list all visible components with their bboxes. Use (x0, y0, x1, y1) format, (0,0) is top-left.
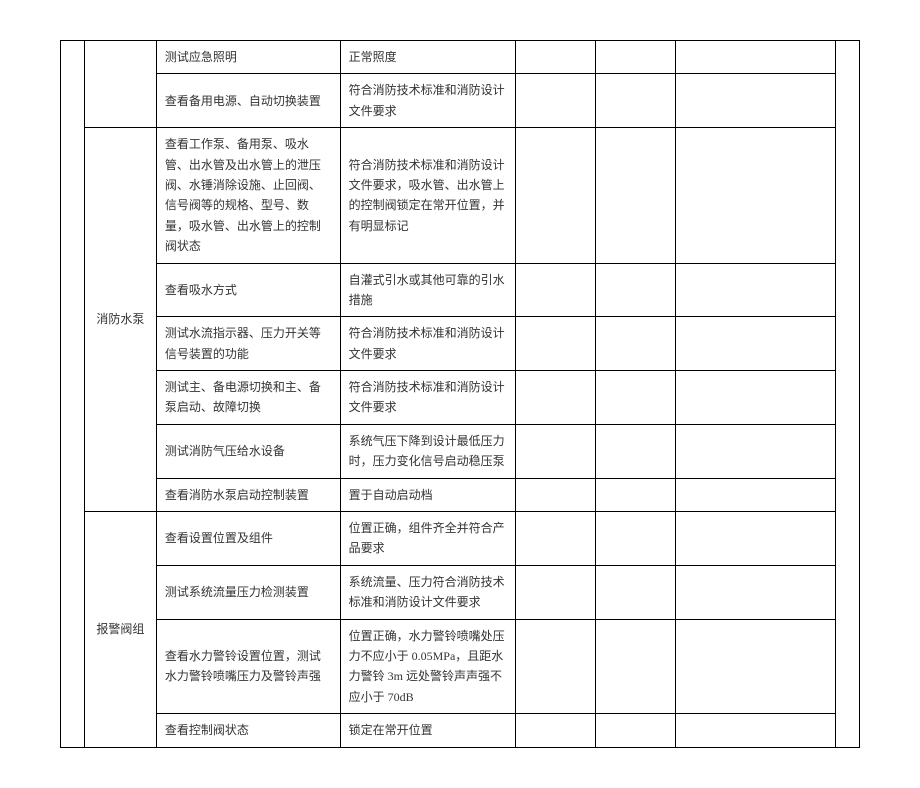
cell-blank-f (596, 714, 676, 747)
inspection-table: 测试应急照明 正常照度 查看备用电源、自动切换装置 符合消防技术标准和消防设计文… (60, 40, 860, 748)
cell-requirement: 自灌式引水或其他可靠的引水措施 (340, 263, 516, 317)
cell-check-item: 查看设置位置及组件 (156, 512, 340, 566)
cell-blank-g (676, 41, 836, 74)
cell-blank-f (596, 512, 676, 566)
cell-blank-f (596, 371, 676, 425)
cell-requirement: 系统气压下降到设计最低压力时，压力变化信号启动稳压泵 (340, 424, 516, 478)
cell-blank-f (596, 619, 676, 714)
cell-requirement: 符合消防技术标准和消防设计文件要求，吸水管、出水管上的控制阀锁定在常开位置，并有… (340, 128, 516, 263)
cell-outer-left (61, 41, 85, 748)
cell-check-item: 测试水流指示器、压力开关等信号装置的功能 (156, 317, 340, 371)
cell-blank-f (596, 128, 676, 263)
cell-outer-right (835, 41, 859, 748)
cell-group-label: 消防水泵 (84, 128, 156, 512)
cell-blank-f (596, 74, 676, 128)
table-row: 测试主、备电源切换和主、备泵启动、故障切换 符合消防技术标准和消防设计文件要求 (61, 371, 860, 425)
cell-blank-f (596, 263, 676, 317)
table-row: 查看备用电源、自动切换装置 符合消防技术标准和消防设计文件要求 (61, 74, 860, 128)
table-row: 测试消防气压给水设备 系统气压下降到设计最低压力时，压力变化信号启动稳压泵 (61, 424, 860, 478)
cell-blank-e (516, 565, 596, 619)
cell-group-label: 报警阀组 (84, 512, 156, 748)
cell-check-item: 查看吸水方式 (156, 263, 340, 317)
table-row: 查看吸水方式 自灌式引水或其他可靠的引水措施 (61, 263, 860, 317)
cell-blank-g (676, 74, 836, 128)
table-row: 测试系统流量压力检测装置 系统流量、压力符合消防技术标准和消防设计文件要求 (61, 565, 860, 619)
cell-blank-e (516, 263, 596, 317)
cell-blank-g (676, 263, 836, 317)
cell-blank-g (676, 317, 836, 371)
cell-blank-f (596, 424, 676, 478)
table-row: 查看水力警铃设置位置，测试水力警铃喷嘴压力及警铃声强 位置正确，水力警铃喷嘴处压… (61, 619, 860, 714)
table-row: 测试水流指示器、压力开关等信号装置的功能 符合消防技术标准和消防设计文件要求 (61, 317, 860, 371)
cell-check-item: 查看水力警铃设置位置，测试水力警铃喷嘴压力及警铃声强 (156, 619, 340, 714)
cell-blank-e (516, 424, 596, 478)
cell-requirement: 位置正确，水力警铃喷嘴处压力不应小于 0.05MPa，且距水力警铃 3m 远处警… (340, 619, 516, 714)
cell-blank-f (596, 317, 676, 371)
cell-check-item: 查看控制阀状态 (156, 714, 340, 747)
cell-blank-e (516, 74, 596, 128)
cell-check-item: 查看消防水泵启动控制装置 (156, 478, 340, 511)
cell-blank-f (596, 565, 676, 619)
cell-blank-f (596, 478, 676, 511)
cell-blank-g (676, 619, 836, 714)
cell-check-item: 测试消防气压给水设备 (156, 424, 340, 478)
cell-check-item: 查看备用电源、自动切换装置 (156, 74, 340, 128)
cell-blank-e (516, 714, 596, 747)
cell-requirement: 系统流量、压力符合消防技术标准和消防设计文件要求 (340, 565, 516, 619)
table-row: 消防水泵 查看工作泵、备用泵、吸水管、出水管及出水管上的泄压阀、水锤消除设施、止… (61, 128, 860, 263)
cell-blank-g (676, 478, 836, 511)
table-row: 测试应急照明 正常照度 (61, 41, 860, 74)
cell-requirement: 位置正确，组件齐全并符合产品要求 (340, 512, 516, 566)
cell-check-item: 查看工作泵、备用泵、吸水管、出水管及出水管上的泄压阀、水锤消除设施、止回阀、信号… (156, 128, 340, 263)
cell-requirement: 正常照度 (340, 41, 516, 74)
cell-requirement: 置于自动启动档 (340, 478, 516, 511)
cell-group-label (84, 41, 156, 128)
table-row: 查看消防水泵启动控制装置 置于自动启动档 (61, 478, 860, 511)
cell-check-item: 测试主、备电源切换和主、备泵启动、故障切换 (156, 371, 340, 425)
cell-requirement: 锁定在常开位置 (340, 714, 516, 747)
cell-blank-g (676, 371, 836, 425)
cell-check-item: 测试应急照明 (156, 41, 340, 74)
cell-blank-e (516, 478, 596, 511)
cell-check-item: 测试系统流量压力检测装置 (156, 565, 340, 619)
cell-requirement: 符合消防技术标准和消防设计文件要求 (340, 74, 516, 128)
cell-blank-e (516, 41, 596, 74)
cell-requirement: 符合消防技术标准和消防设计文件要求 (340, 317, 516, 371)
cell-blank-e (516, 317, 596, 371)
cell-blank-g (676, 714, 836, 747)
cell-blank-f (596, 41, 676, 74)
cell-blank-e (516, 128, 596, 263)
inspection-table-wrapper: 测试应急照明 正常照度 查看备用电源、自动切换装置 符合消防技术标准和消防设计文… (60, 40, 860, 748)
cell-blank-e (516, 371, 596, 425)
table-row: 查看控制阀状态 锁定在常开位置 (61, 714, 860, 747)
cell-blank-e (516, 619, 596, 714)
cell-requirement: 符合消防技术标准和消防设计文件要求 (340, 371, 516, 425)
table-body: 测试应急照明 正常照度 查看备用电源、自动切换装置 符合消防技术标准和消防设计文… (61, 41, 860, 748)
cell-blank-g (676, 565, 836, 619)
cell-blank-e (516, 512, 596, 566)
cell-blank-g (676, 512, 836, 566)
cell-blank-g (676, 424, 836, 478)
cell-blank-g (676, 128, 836, 263)
table-row: 报警阀组 查看设置位置及组件 位置正确，组件齐全并符合产品要求 (61, 512, 860, 566)
